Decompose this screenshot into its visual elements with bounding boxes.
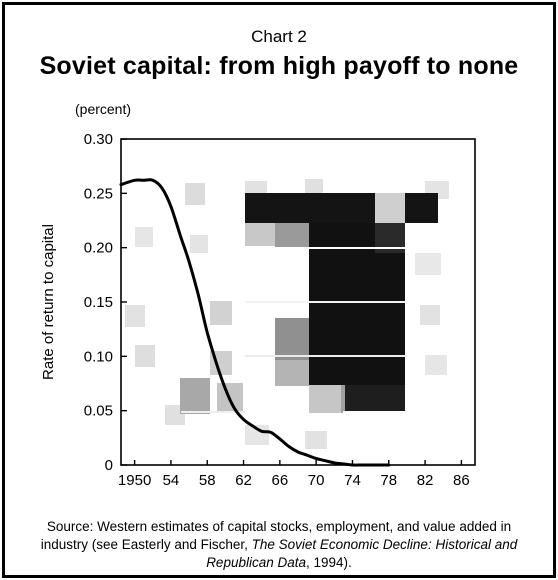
- x-tick-label: 70: [308, 472, 325, 489]
- x-tick-label: 66: [272, 472, 289, 489]
- x-tick-label: 78: [380, 472, 397, 489]
- source-text-end: , 1994).: [306, 555, 352, 570]
- x-tick-label: 54: [163, 472, 180, 489]
- y-tick-label: 0.30: [84, 131, 113, 148]
- x-tick-label: 82: [417, 472, 434, 489]
- chart-title: Soviet capital: from high payoff to none: [39, 52, 519, 80]
- y-axis-ticks: 0 0.05 0.10 0.15 0.20 0.25 0.30: [84, 131, 127, 474]
- y-tick-label: 0.20: [84, 240, 113, 257]
- chart-number: Chart 2: [251, 27, 307, 46]
- series-line: [119, 178, 391, 467]
- background-texture: [125, 179, 449, 449]
- x-axis-ticks: 1950 54 58 62 66 70 74 78 82 86: [118, 460, 470, 489]
- source-text: Source: Western estimates of capital sto…: [40, 519, 512, 552]
- x-tick-label: 62: [235, 472, 252, 489]
- series-group: [119, 178, 391, 467]
- unit-note: (percent): [75, 101, 132, 117]
- x-tick-label: 58: [199, 472, 216, 489]
- y-tick-label: 0.10: [84, 348, 113, 365]
- source-italic-title: The Soviet Economic Decline: Historical …: [206, 537, 518, 570]
- source-note: Source: Western estimates of capital sto…: [25, 518, 533, 572]
- y-tick-label: 0.15: [84, 294, 113, 311]
- x-tick-label: 74: [344, 472, 361, 489]
- x-tick-label: 86: [453, 472, 470, 489]
- y-tick-label: 0: [105, 457, 113, 474]
- x-tick-label: 1950: [118, 472, 151, 489]
- y-tick-label: 0.05: [84, 403, 113, 420]
- y-tick-label: 0.25: [84, 185, 113, 202]
- chart-plot: 0 0.05 0.10 0.15 0.20 0.25 0.30 1950 54 58 62 66 70…: [40, 131, 476, 489]
- y-axis-label: Rate of return to capital: [40, 224, 57, 380]
